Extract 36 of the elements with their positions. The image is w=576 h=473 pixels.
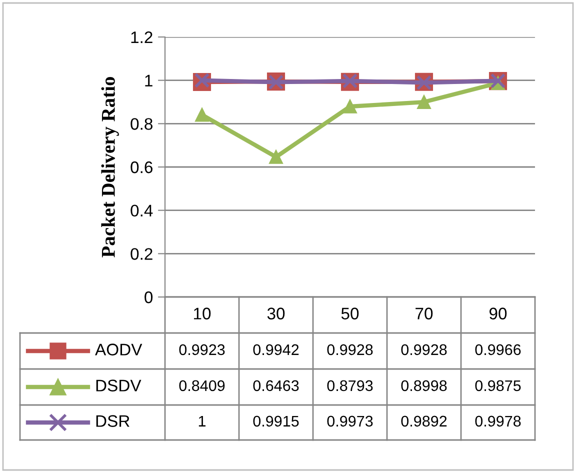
data-label: 0.9928 — [401, 344, 447, 356]
point — [417, 95, 431, 109]
legend-label: DSDV — [96, 380, 142, 392]
data-label: 0.9915 — [253, 416, 299, 427]
data-label: 1 — [198, 416, 206, 426]
data-label: 0.9928 — [327, 344, 373, 356]
x-tick-label: 30 — [267, 308, 285, 320]
data-label: 0.6463 — [253, 380, 299, 392]
y-tick-label: 1 — [145, 74, 152, 86]
legend-label: DSR — [96, 415, 130, 427]
data-label: 0.8998 — [401, 380, 447, 392]
x-tick-label: 10 — [194, 308, 211, 320]
point — [269, 150, 283, 164]
y-axis-title: Packet Delivery Ratio — [101, 77, 119, 258]
data-label: 0.9923 — [179, 344, 225, 356]
y-tick-label: 0.2 — [130, 248, 152, 260]
x-tick-label: 90 — [490, 308, 507, 320]
y-tick-label: 0.6 — [130, 161, 152, 174]
y-tick-label: 0.4 — [130, 204, 153, 217]
y-tick-label: 0.8 — [130, 118, 152, 130]
x-tick-label: 50 — [341, 308, 359, 320]
x-tick-label: 70 — [416, 308, 433, 320]
point — [194, 72, 210, 88]
data-label: 0.9875 — [475, 380, 521, 392]
point — [343, 100, 357, 114]
data-label: 0.8409 — [179, 380, 225, 392]
data-label: 0.9966 — [475, 344, 521, 356]
data-label: 0.8793 — [327, 380, 373, 392]
data-label: 0.9973 — [327, 416, 373, 427]
data-label: 0.9978 — [475, 416, 521, 427]
y-tick-label: 0 — [144, 291, 153, 304]
data-label: 0.9892 — [401, 416, 447, 427]
legend-label: AODV — [95, 344, 142, 356]
data-label: 0.9942 — [253, 344, 299, 356]
point — [195, 108, 209, 122]
y-tick-label: 1.2 — [131, 31, 152, 44]
